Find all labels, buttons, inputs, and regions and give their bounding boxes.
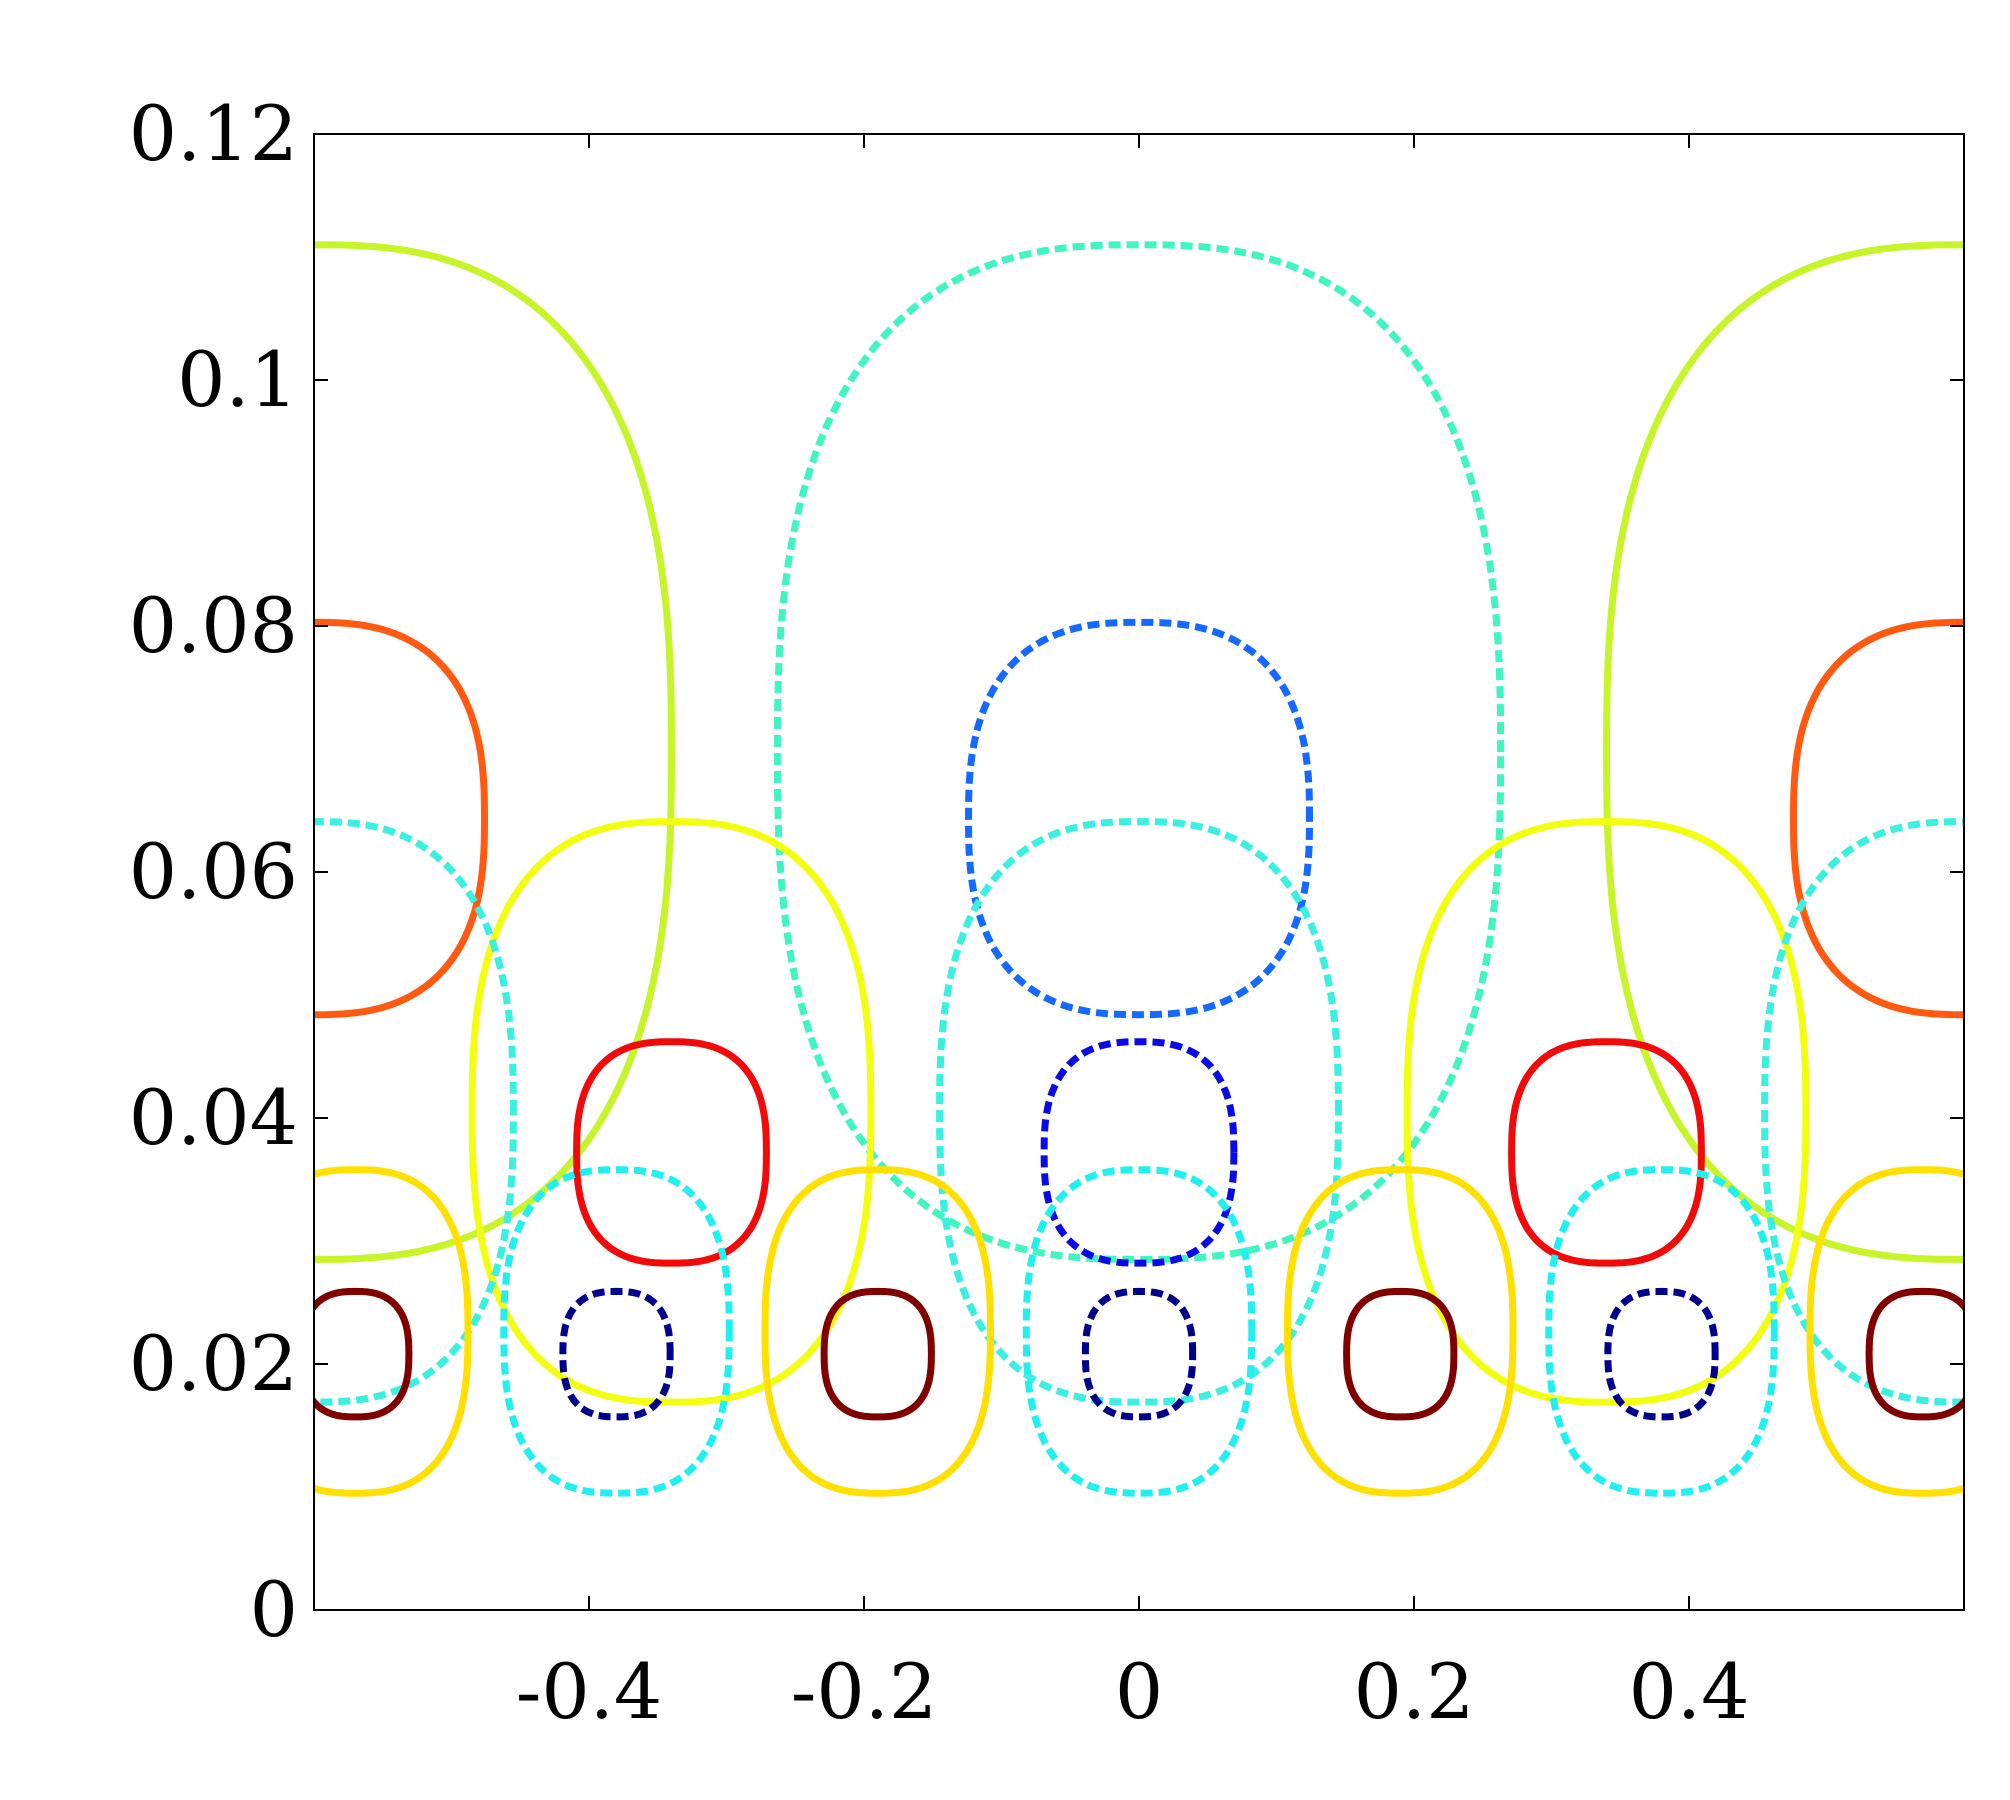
positive-contour-line: [761, 1166, 995, 1497]
y-tick-label: 0.1: [177, 335, 298, 424]
contour-layer: [314, 241, 1964, 1497]
y-tick-label: 0.08: [129, 581, 298, 670]
positive-contour-line: [1789, 618, 1964, 1019]
positive-contour-line: [1806, 1166, 1964, 1497]
negative-contour-line: [1604, 1287, 1719, 1421]
x-tick-label: -0.2: [791, 1647, 938, 1736]
negative-contour-line: [1022, 1166, 1256, 1497]
x-tick-label: 0: [1115, 1647, 1163, 1736]
negative-contour-line: [1040, 1038, 1238, 1267]
positive-contour-line: [1283, 1166, 1517, 1497]
y-tick-label: 0.12: [129, 89, 298, 178]
y-tick-label: 0: [250, 1565, 298, 1654]
positive-contour-line: [314, 241, 676, 1263]
plot-frame: [313, 133, 1965, 1611]
negative-contour-line: [773, 241, 1505, 1263]
negative-contour-line: [1545, 1166, 1778, 1497]
negative-contour-line: [559, 1287, 674, 1421]
positive-contour-line: [314, 618, 489, 1019]
negative-contour-line: [1081, 1287, 1197, 1421]
positive-contour-line: [1602, 241, 1964, 1263]
positive-contour-line: [820, 1287, 935, 1421]
negative-contour-line: [500, 1166, 733, 1497]
y-tick-label: 0.04: [129, 1073, 298, 1162]
positive-contour-line: [314, 1166, 472, 1497]
y-tick-labels: 0 0.02 0.04 0.06 0.08 0.1 0.12: [129, 89, 298, 1654]
x-tick-label: -0.4: [516, 1647, 663, 1736]
positive-contour-line: [1865, 1287, 1964, 1421]
negative-contour-line: [964, 618, 1314, 1019]
positive-contour-line: [1403, 818, 1810, 1406]
positive-contour-line: [314, 1287, 413, 1421]
x-tick-label: 0.2: [1354, 1647, 1475, 1736]
x-tick-label: 0.4: [1629, 1647, 1750, 1736]
positive-contour-line: [1343, 1287, 1458, 1421]
y-tick-label: 0.02: [129, 1319, 298, 1408]
x-tick-labels: -0.4 -0.2 0 0.2 0.4: [516, 1647, 1750, 1736]
positive-contour-line: [1508, 1038, 1705, 1267]
positive-contour-line: [468, 818, 875, 1406]
positive-contour-line: [573, 1038, 770, 1267]
y-tick-label: 0.06: [129, 827, 298, 916]
